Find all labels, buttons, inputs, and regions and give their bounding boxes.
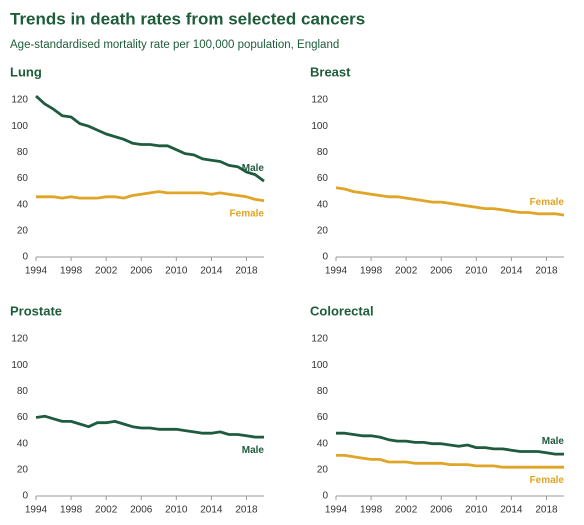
x-tick-label: 2010: [165, 266, 188, 277]
panel-title: Prostate: [10, 303, 62, 318]
y-tick-label: 60: [317, 173, 329, 184]
series-label: Female: [530, 475, 565, 486]
y-tick-label: 40: [17, 438, 29, 449]
x-tick-label: 2018: [235, 505, 258, 516]
series-line: [36, 190, 265, 203]
y-tick-label: 20: [317, 464, 329, 475]
chart-title: Trends in death rates from selected canc…: [10, 9, 365, 28]
x-tick-label: 2006: [130, 266, 153, 277]
y-tick-label: 120: [311, 334, 328, 345]
x-tick-label: 2006: [130, 505, 153, 516]
y-tick-label: 20: [17, 464, 29, 475]
panel-title: Breast: [310, 64, 351, 79]
x-tick-label: 2014: [500, 266, 523, 277]
y-tick-label: 120: [11, 334, 28, 345]
y-tick-label: 100: [11, 121, 28, 132]
y-tick-label: 80: [317, 386, 329, 397]
x-tick-label: 2014: [500, 505, 523, 516]
x-tick-label: 2002: [95, 505, 118, 516]
x-tick-label: 2002: [395, 505, 418, 516]
y-tick-label: 0: [322, 252, 328, 263]
x-tick-label: 2010: [465, 266, 488, 277]
series-line: [335, 186, 565, 217]
y-tick-label: 20: [17, 225, 29, 236]
x-tick-label: 1998: [360, 266, 383, 277]
y-tick-label: 40: [17, 199, 29, 210]
x-tick-label: 2018: [235, 266, 258, 277]
x-tick-label: 1998: [360, 505, 383, 516]
x-tick-label: 1994: [325, 505, 348, 516]
y-tick-label: 120: [311, 95, 328, 106]
x-tick-label: 2006: [430, 505, 453, 516]
y-tick-label: 100: [311, 121, 328, 132]
x-tick-label: 2006: [430, 266, 453, 277]
series-line: [35, 95, 265, 183]
x-tick-label: 2002: [95, 266, 118, 277]
y-tick-label: 80: [317, 147, 329, 158]
x-tick-label: 2014: [200, 505, 223, 516]
y-tick-label: 60: [317, 412, 329, 423]
x-tick-label: 2002: [395, 266, 418, 277]
y-tick-label: 40: [317, 438, 329, 449]
x-tick-label: 2018: [535, 266, 558, 277]
x-tick-label: 1994: [325, 266, 348, 277]
y-tick-label: 40: [317, 199, 329, 210]
chart-subtitle: Age-standardised mortality rate per 100,…: [10, 39, 339, 51]
y-tick-label: 60: [17, 173, 29, 184]
x-tick-label: 1998: [60, 266, 83, 277]
y-tick-label: 80: [17, 147, 29, 158]
panel-title: Colorectal: [310, 303, 374, 318]
y-tick-label: 0: [322, 491, 328, 502]
series-label: Female: [230, 208, 265, 219]
x-tick-label: 1994: [25, 505, 48, 516]
x-tick-label: 2010: [465, 505, 488, 516]
x-tick-label: 2014: [200, 266, 223, 277]
y-tick-label: 0: [22, 252, 28, 263]
y-tick-label: 20: [317, 225, 329, 236]
series-label: Male: [242, 163, 265, 174]
panel-title: Lung: [10, 64, 42, 79]
x-tick-label: 2010: [165, 505, 188, 516]
y-tick-label: 100: [11, 360, 28, 371]
series-line: [336, 454, 564, 469]
x-tick-label: 1998: [60, 505, 83, 516]
x-tick-label: 2018: [535, 505, 558, 516]
series-line: [336, 431, 564, 456]
series-label: Male: [542, 436, 565, 447]
y-tick-label: 60: [17, 412, 29, 423]
series-label: Female: [530, 197, 565, 208]
y-tick-label: 0: [22, 491, 28, 502]
y-tick-label: 80: [17, 386, 29, 397]
series-label: Male: [242, 445, 265, 456]
series-line: [35, 414, 264, 439]
x-tick-label: 1994: [25, 266, 48, 277]
y-tick-label: 100: [311, 360, 328, 371]
y-tick-label: 120: [11, 95, 28, 106]
